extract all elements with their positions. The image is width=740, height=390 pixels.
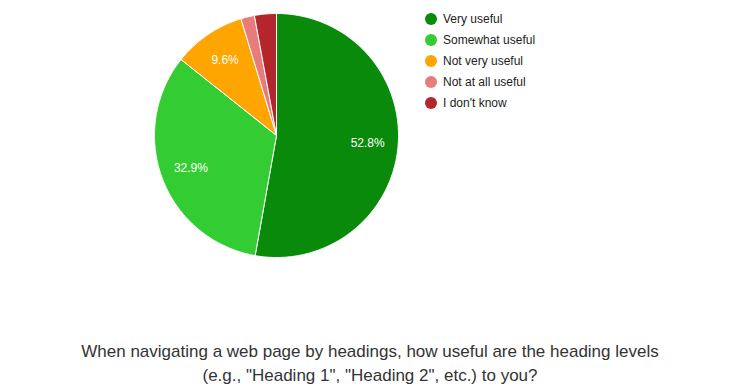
html-text:Not very useful: Not very useful bbox=[443, 53, 523, 68]
html-text:Not at all useful: Not at all useful bbox=[443, 74, 526, 89]
svg-text:9.6%: 9.6% bbox=[211, 53, 239, 67]
html-text:I don't know: I don't know bbox=[443, 95, 507, 110]
html-text:Somewhat useful: Somewhat useful bbox=[443, 32, 536, 47]
html-text:Very useful: Very useful bbox=[443, 11, 503, 26]
svg-text:32.9%: 32.9% bbox=[174, 161, 208, 175]
html-text:When navigating a web page by: When navigating a web page by headings, … bbox=[81, 342, 659, 385]
svg-text:52.8%: 52.8% bbox=[351, 136, 385, 150]
